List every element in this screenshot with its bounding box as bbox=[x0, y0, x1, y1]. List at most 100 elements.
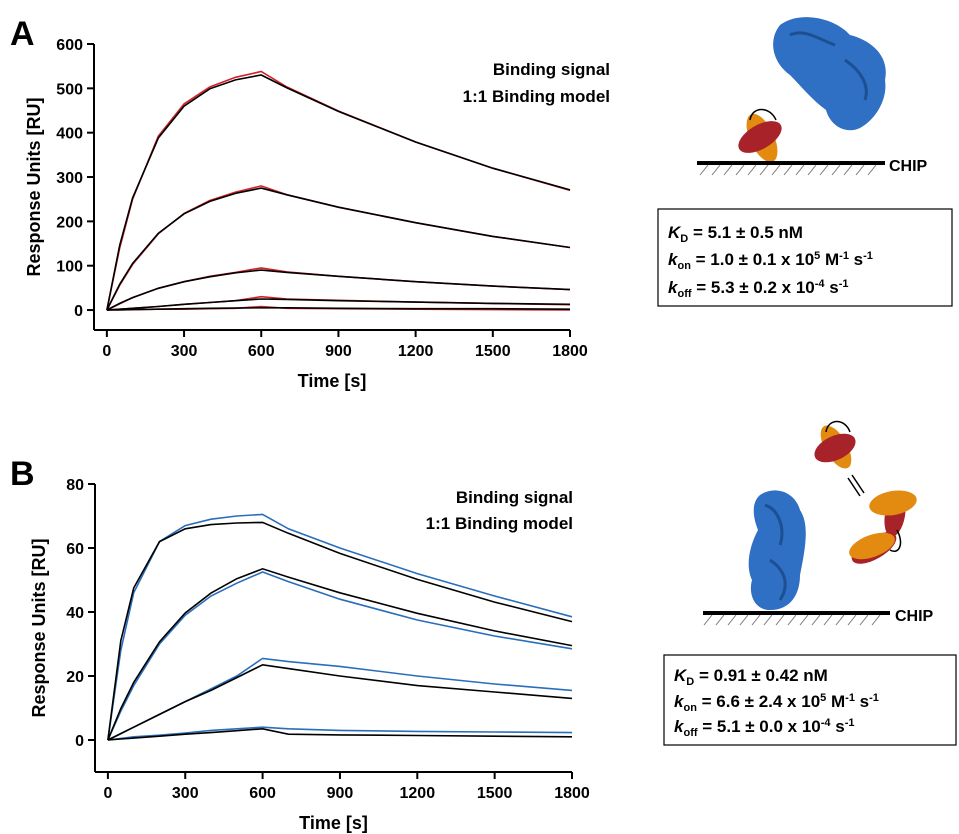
x-tick-label: 1500 bbox=[475, 343, 511, 360]
y-tick-label: 300 bbox=[56, 170, 83, 187]
protein-texture bbox=[789, 31, 868, 101]
kinetics-text: = 0.91 ± 0.42 nM bbox=[694, 666, 828, 685]
series-line bbox=[107, 571, 573, 741]
x-tick-label: 300 bbox=[171, 343, 198, 360]
dimer-part bbox=[849, 532, 895, 560]
series-line bbox=[107, 567, 573, 741]
kinetics-text: -1 bbox=[869, 692, 879, 704]
kinetics-text: 5 bbox=[820, 692, 826, 704]
series-line bbox=[107, 513, 573, 741]
x-tick-label: 900 bbox=[327, 785, 354, 802]
kinetics-text: k bbox=[674, 692, 685, 711]
x-tick-label: 600 bbox=[249, 785, 276, 802]
kinetics-text: -1 bbox=[863, 250, 873, 262]
x-axis-label: Time [s] bbox=[299, 813, 368, 833]
series-line bbox=[106, 269, 571, 311]
kinetics-text: M bbox=[820, 250, 839, 269]
kinetics-text: = 1.0 ± 0.1 x 10 bbox=[691, 250, 814, 269]
x-tick-label: 0 bbox=[102, 343, 111, 360]
x-tick-label: 300 bbox=[172, 785, 199, 802]
kinetics-text: -4 bbox=[815, 278, 826, 290]
series-line bbox=[107, 521, 573, 741]
y-tick-label: 40 bbox=[66, 605, 84, 622]
kinetics-line: koff = 5.1 ± 0.0 x 10-4 s-1 bbox=[674, 717, 855, 739]
kinetics-text: -4 bbox=[821, 717, 832, 729]
surface-label: CHIP bbox=[889, 158, 928, 175]
kinetics-text: s bbox=[825, 278, 839, 297]
chip-hatch bbox=[703, 614, 881, 626]
kinetics-line: kon = 6.6 ± 2.4 x 105 M-1 s-1 bbox=[674, 692, 879, 714]
dimer-part bbox=[869, 490, 917, 516]
panel-letter: A bbox=[10, 15, 35, 53]
protein bbox=[748, 490, 806, 610]
kinetics-text: on bbox=[677, 260, 691, 272]
kinetics-text: -1 bbox=[845, 717, 855, 729]
y-tick-label: 0 bbox=[74, 303, 83, 320]
linker bbox=[825, 420, 851, 433]
kinetics-text: K bbox=[668, 223, 682, 242]
y-tick-label: 500 bbox=[56, 81, 83, 98]
y-tick-label: 600 bbox=[56, 37, 83, 54]
y-axis-label: Response Units [RU] bbox=[29, 538, 49, 717]
kinetics-line: KD = 5.1 ± 0.5 nM bbox=[668, 223, 803, 245]
y-tick-label: 100 bbox=[56, 259, 83, 276]
y-axis-label: Response Units [RU] bbox=[24, 97, 44, 276]
kinetics-text: = 5.1 ± 0.0 x 10 bbox=[698, 717, 821, 736]
kinetics-text: off bbox=[683, 727, 697, 739]
kinetics-line: kon = 1.0 ± 0.1 x 105 M-1 s-1 bbox=[668, 250, 873, 272]
series-line bbox=[107, 657, 573, 741]
dimer-part bbox=[738, 121, 782, 153]
chart: B 0 20 40 60 80 0 300 600 900 1200 1500 1800 Time [s]… bbox=[10, 455, 934, 833]
kinetics-text: = 5.1 ± 0.5 nM bbox=[688, 223, 803, 242]
linker bbox=[889, 529, 902, 552]
kinetics-text: 5 bbox=[814, 250, 820, 262]
kinetics-text: s bbox=[855, 692, 869, 711]
kinetics-text: = 5.3 ± 0.2 x 10 bbox=[692, 278, 815, 297]
x-tick-label: 1200 bbox=[398, 343, 434, 360]
panel-letter: B bbox=[10, 455, 35, 493]
linker bbox=[749, 108, 777, 121]
equilibrium-sign bbox=[847, 474, 865, 497]
illustration-a bbox=[657, 17, 953, 307]
x-tick-label: 0 bbox=[103, 785, 112, 802]
x-axis-label: Time [s] bbox=[298, 371, 367, 391]
series-line bbox=[106, 307, 571, 311]
kinetics-text: off bbox=[677, 288, 691, 300]
x-tick-label: 600 bbox=[248, 343, 275, 360]
kinetics-text: D bbox=[680, 233, 688, 245]
kinetics-text: k bbox=[668, 278, 679, 297]
x-tick-label: 1800 bbox=[554, 785, 590, 802]
legend-label: 1:1 Binding model bbox=[463, 87, 610, 106]
legend-label: Binding signal bbox=[456, 488, 573, 507]
x-tick-label: 1500 bbox=[477, 785, 513, 802]
kinetics-box bbox=[663, 654, 957, 746]
y-tick-label: 20 bbox=[66, 669, 84, 686]
kinetics-text: on bbox=[683, 702, 697, 714]
legend-label: 1:1 Binding model bbox=[426, 514, 573, 533]
legend-label: Binding signal bbox=[493, 60, 610, 79]
kinetics-text: k bbox=[668, 250, 679, 269]
series-line bbox=[106, 187, 571, 311]
x-tick-label: 1800 bbox=[552, 343, 588, 360]
chip-hatch bbox=[699, 164, 877, 176]
kinetics-text: M bbox=[826, 692, 845, 711]
series-line bbox=[107, 727, 573, 741]
x-tick-label: 900 bbox=[325, 343, 352, 360]
kinetics-text: D bbox=[686, 676, 694, 688]
y-tick-label: 400 bbox=[56, 126, 83, 143]
y-tick-label: 200 bbox=[56, 214, 83, 231]
surface-label: CHIP bbox=[895, 608, 934, 625]
protein-texture bbox=[764, 503, 787, 601]
kinetics-text: K bbox=[674, 666, 688, 685]
y-tick-label: 60 bbox=[66, 541, 84, 558]
series-line bbox=[106, 298, 571, 311]
kinetics-text: -1 bbox=[845, 692, 855, 704]
protein bbox=[773, 17, 886, 131]
kinetics-text: -1 bbox=[839, 250, 849, 262]
kinetics-text: s bbox=[831, 717, 845, 736]
x-tick-label: 1200 bbox=[400, 785, 436, 802]
kinetics-text: = 6.6 ± 2.4 x 10 bbox=[697, 692, 820, 711]
series-line bbox=[106, 74, 571, 311]
series-line bbox=[106, 70, 571, 311]
kinetics-text: k bbox=[674, 717, 685, 736]
